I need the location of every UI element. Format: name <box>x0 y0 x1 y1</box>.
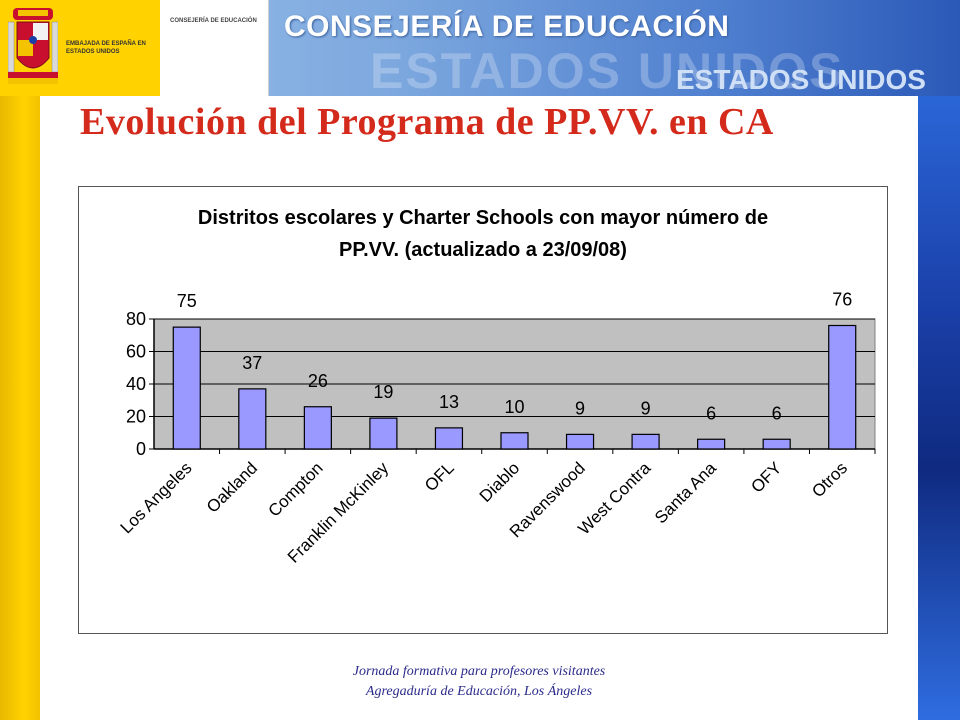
bar-6 <box>500 432 529 450</box>
consejeria-small-label: CONSEJERÍA DE EDUCACIÓN <box>170 18 257 24</box>
y-tick-label: 60 <box>126 342 146 362</box>
x-category-label-6: Diablo <box>476 458 524 506</box>
bar-11 <box>828 324 857 450</box>
data-label-9: 6 <box>706 403 716 423</box>
x-category-label-11: Otros <box>808 458 851 501</box>
bar-10 <box>762 438 791 450</box>
y-tick-label: 40 <box>126 374 146 394</box>
data-label-1: 75 <box>177 291 197 311</box>
y-tick-label: 20 <box>126 407 146 427</box>
data-label-6: 10 <box>504 397 524 417</box>
data-label-8: 9 <box>641 398 651 418</box>
header-watermark: ESTADOS UNIDOS <box>370 43 845 99</box>
bar-8 <box>631 433 660 450</box>
bar-2 <box>238 388 267 450</box>
data-label-10: 6 <box>772 403 782 423</box>
embassy-label: EMBAJADA DE ESPAÑA EN ESTADOS UNIDOS <box>66 41 146 55</box>
data-label-5: 13 <box>439 392 459 412</box>
left-yellow-strip <box>0 0 40 720</box>
x-category-label-2: Oakland <box>203 458 261 516</box>
bar-7 <box>565 433 595 450</box>
bar-1 <box>172 326 201 450</box>
bar-5 <box>434 427 464 450</box>
x-category-label-5: OFL <box>421 458 458 495</box>
embassy-emblem-panel: EMBAJADA DE ESPAÑA EN ESTADOS UNIDOS <box>0 0 161 96</box>
bar-4 <box>369 417 398 450</box>
y-tick-label: 0 <box>136 439 146 459</box>
header-subtitle: ESTADOS UNIDOS <box>676 64 926 95</box>
chart-container: Distritos escolares y Charter Schools co… <box>78 186 888 634</box>
x-category-label-9: Santa Ana <box>651 458 720 527</box>
y-tick-label: 80 <box>126 309 146 329</box>
bar-chart: 0 20 40 60 80 75 Los Angeles 37 Oakland 26 Compton… <box>117 290 876 567</box>
footer-line-1: Jornada formativa para profesores visita… <box>352 664 606 679</box>
data-label-7: 9 <box>575 398 585 418</box>
footer-line-2: Agregaduría de Educación, Los Ángeles <box>365 684 593 699</box>
x-category-label-10: OFY <box>747 458 785 496</box>
header-title: CONSEJERÍA DE EDUCACIÓN <box>284 10 730 43</box>
data-label-4: 19 <box>373 382 393 402</box>
chart-title-line-2: PP.VV. (actualizado a 23/09/08) <box>339 239 627 261</box>
coat-of-arms-icon <box>8 8 58 84</box>
header-banner: EMBAJADA DE ESPAÑA EN ESTADOS UNIDOS CON… <box>0 0 960 99</box>
slide-title: Evolución del Programa de PP.VV. en CA <box>80 101 774 143</box>
data-label-3: 26 <box>308 371 328 391</box>
x-category-label-1: Los Angeles <box>117 458 196 537</box>
consejeria-panel <box>160 0 269 96</box>
data-label-2: 37 <box>242 353 262 373</box>
x-category-label-3: Compton <box>264 458 326 520</box>
right-blue-strip <box>918 90 960 720</box>
bar-3 <box>303 406 332 450</box>
chart-title-line-1: Distritos escolares y Charter Schools co… <box>197 207 769 229</box>
data-label-11: 76 <box>832 290 852 310</box>
bar-9 <box>697 438 726 450</box>
